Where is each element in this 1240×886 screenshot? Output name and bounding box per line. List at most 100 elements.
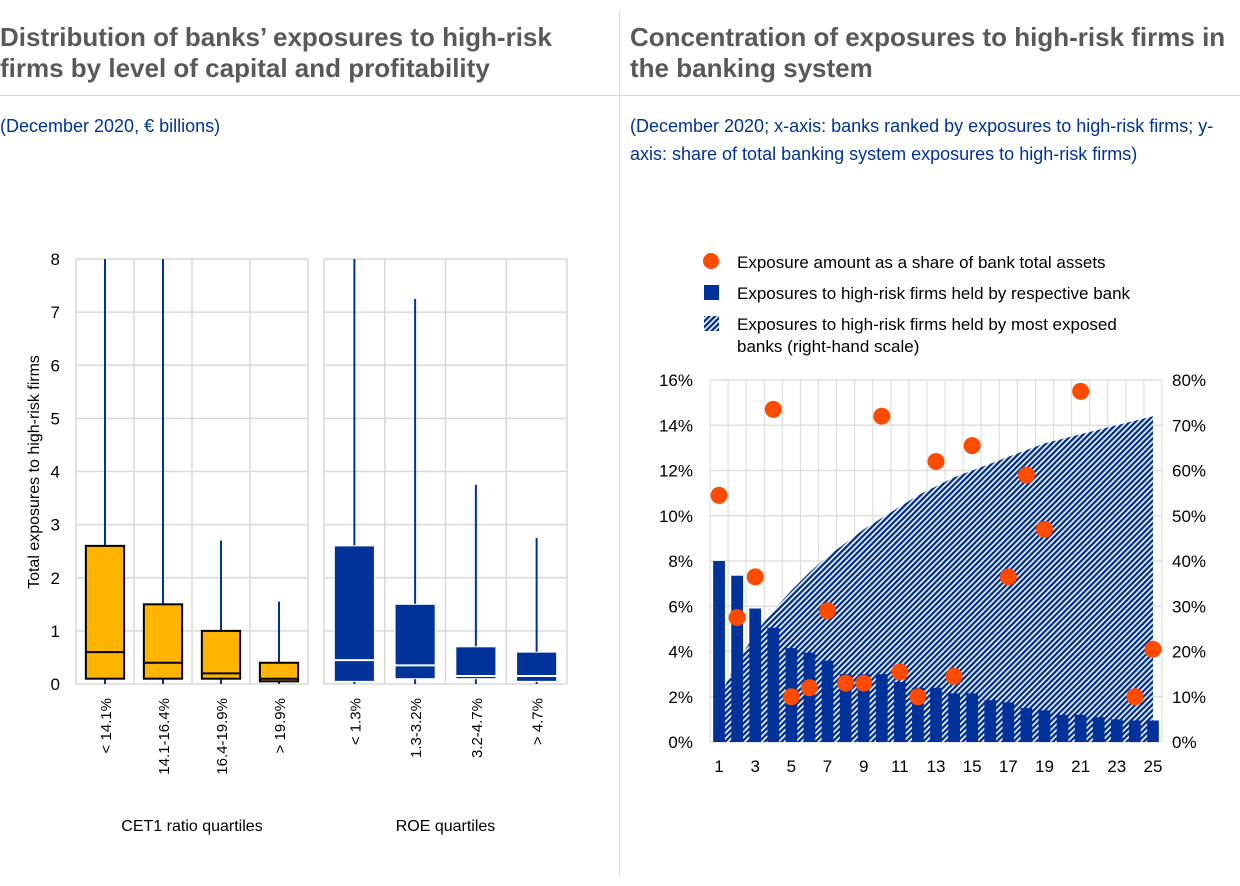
x-tick-label: 21 bbox=[1071, 757, 1090, 776]
x-tick-label: 23 bbox=[1107, 757, 1126, 776]
bar bbox=[821, 660, 834, 742]
bar bbox=[912, 687, 924, 742]
bar bbox=[767, 627, 780, 742]
x-tick-label: 25 bbox=[1143, 757, 1162, 776]
y-tick-label: 4 bbox=[51, 463, 60, 482]
scatter-point bbox=[710, 486, 728, 504]
x-tick-label: 16.4-19.9% bbox=[214, 698, 231, 775]
legend-scatter-marker bbox=[703, 253, 719, 269]
y-tick-label: 6 bbox=[51, 356, 60, 375]
box bbox=[455, 646, 497, 680]
bar bbox=[966, 693, 979, 742]
legend-scatter-label: Exposure amount as a share of bank total… bbox=[737, 253, 1106, 272]
y-right-tick-label: 80% bbox=[1172, 371, 1206, 390]
x-tick-label: < 1.3% bbox=[347, 698, 364, 745]
bar bbox=[731, 575, 743, 742]
y-right-tick-label: 50% bbox=[1172, 507, 1206, 526]
bar bbox=[984, 700, 997, 742]
legend-bar-marker bbox=[704, 285, 719, 300]
x-tick-label: > 19.9% bbox=[272, 698, 289, 753]
bar bbox=[857, 674, 870, 742]
concentration-chart: Exposure amount as a share of bank total… bbox=[659, 253, 1206, 776]
y-tick-label: 5 bbox=[51, 409, 60, 428]
bar bbox=[713, 561, 725, 742]
scatter-point bbox=[1072, 382, 1090, 400]
bar bbox=[1020, 708, 1033, 742]
y-right-tick-label: 0% bbox=[1172, 733, 1197, 752]
right-chart-subtitle: (December 2020; x-axis: banks ranked by … bbox=[630, 116, 1214, 164]
left-chart-title: Distribution of banks’ exposures to high… bbox=[0, 22, 552, 83]
scatter-point bbox=[963, 437, 981, 455]
scatter-point bbox=[1144, 640, 1162, 658]
bar bbox=[1129, 720, 1141, 742]
y-tick-label: 0 bbox=[51, 675, 60, 694]
scatter-point bbox=[873, 407, 891, 425]
scatter-point bbox=[855, 674, 873, 692]
y-tick-label: 2 bbox=[51, 569, 60, 588]
y-left-tick-label: 6% bbox=[668, 597, 693, 616]
bar bbox=[893, 682, 906, 742]
y-right-tick-label: 70% bbox=[1172, 416, 1206, 435]
x-tick-label: 15 bbox=[963, 757, 982, 776]
left-chart-subtitle: (December 2020, € billions) bbox=[0, 116, 221, 136]
x-tick-label: 14.1-16.4% bbox=[156, 698, 173, 775]
scatter-point bbox=[999, 568, 1017, 586]
group-label: CET1 ratio quartiles bbox=[121, 818, 262, 835]
scatter-point bbox=[1017, 466, 1035, 484]
bar bbox=[930, 687, 942, 742]
y-left-tick-label: 10% bbox=[659, 507, 693, 526]
y-left-tick-label: 12% bbox=[659, 462, 693, 481]
boxplot-chart: 0 1 2 3 4 5 6 7 8 Total exposures to high-risk fi… bbox=[26, 250, 568, 835]
x-tick-label: 17 bbox=[999, 757, 1018, 776]
scatter-point bbox=[819, 602, 837, 620]
group-label: ROE quartiles bbox=[396, 818, 496, 835]
scatter-point bbox=[764, 400, 782, 418]
legend-area-marker bbox=[704, 316, 719, 331]
x-tick-label: 7 bbox=[823, 757, 832, 776]
box bbox=[394, 603, 436, 680]
scatter-point bbox=[909, 688, 927, 706]
bar bbox=[1056, 714, 1069, 742]
header-divider bbox=[0, 95, 1240, 96]
box bbox=[333, 545, 375, 682]
x-tick-label: 11 bbox=[891, 757, 909, 776]
x-tick-label: 1.3-3.2% bbox=[408, 698, 425, 758]
bar bbox=[1074, 714, 1087, 742]
x-tick-label: 1 bbox=[714, 757, 723, 776]
scatter-point bbox=[728, 609, 746, 627]
right-chart-title: Concentration of exposures to high-risk … bbox=[630, 22, 1226, 83]
bar bbox=[1110, 719, 1123, 742]
bar bbox=[749, 608, 762, 742]
x-tick-label: 3 bbox=[750, 757, 759, 776]
x-tick-label: < 14.1% bbox=[98, 698, 115, 753]
panel-divider bbox=[619, 10, 620, 876]
scatter-point bbox=[837, 674, 855, 692]
y-left-tick-label: 16% bbox=[659, 371, 693, 390]
x-tick-label: 3.2-4.7% bbox=[469, 698, 486, 758]
y-left-tick-label: 14% bbox=[659, 416, 693, 435]
legend-bar-label: Exposures to high-risk firms held by res… bbox=[737, 284, 1131, 303]
x-tick-label: 13 bbox=[927, 757, 946, 776]
y-tick-label: 7 bbox=[51, 303, 60, 322]
x-tick-label: 19 bbox=[1035, 757, 1054, 776]
bar bbox=[1092, 717, 1105, 742]
scatter-point bbox=[945, 667, 963, 685]
x-tick-label: > 4.7% bbox=[530, 698, 547, 745]
scatter-point bbox=[927, 452, 945, 470]
box bbox=[258, 661, 300, 683]
x-tick-label: 9 bbox=[859, 757, 868, 776]
bar bbox=[1038, 710, 1051, 742]
scatter-point bbox=[782, 688, 800, 706]
y-tick-label: 1 bbox=[51, 622, 60, 641]
y-right-tick-label: 10% bbox=[1172, 688, 1206, 707]
bar bbox=[875, 674, 888, 742]
legend-area-label-line2: banks (right-hand scale) bbox=[737, 337, 919, 356]
y-axis-title: Total exposures to high-risk firms bbox=[26, 355, 43, 589]
scatter-point bbox=[1126, 688, 1144, 706]
bar bbox=[1002, 702, 1015, 742]
bar bbox=[839, 674, 852, 742]
y-right-tick-label: 20% bbox=[1172, 643, 1206, 662]
y-right-tick-label: 30% bbox=[1172, 597, 1206, 616]
scatter-point bbox=[800, 679, 818, 697]
